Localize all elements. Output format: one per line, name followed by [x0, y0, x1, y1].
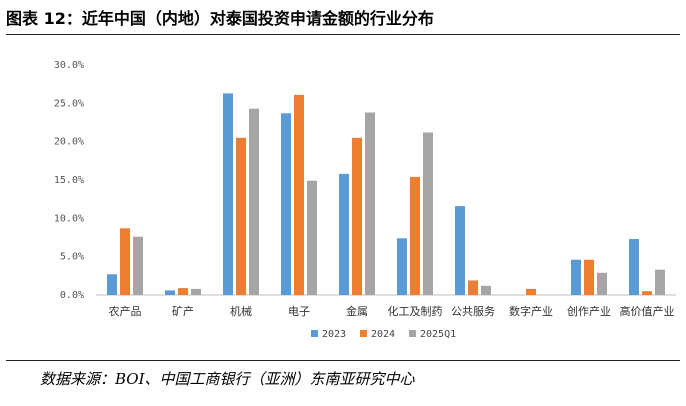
bar-2023-8 — [571, 259, 581, 295]
y-tick-label: 15.0% — [54, 175, 84, 186]
category-label: 电子 — [288, 305, 310, 318]
category-label: 创作产业 — [567, 304, 611, 318]
bar-2025Q1-8 — [597, 272, 607, 295]
category-label: 矿产 — [172, 304, 194, 318]
bar-2025Q1-4 — [365, 112, 375, 296]
bar-2025Q1-0 — [133, 236, 143, 295]
legend: 2023 2024 2025Q1 — [311, 329, 456, 340]
bar-2024-2 — [236, 137, 246, 295]
bar-2023-1 — [165, 290, 175, 295]
source-note: 数据来源：BOI、中国工商银行（亚洲）东南亚研究中心 — [40, 370, 415, 388]
category-label: 金属 — [346, 304, 368, 318]
bar-2025Q1-1 — [191, 288, 201, 295]
bar-2024-1 — [178, 288, 188, 295]
source-divider — [6, 360, 680, 361]
bar-2023-9 — [629, 239, 639, 295]
legend-swatch-2024 — [360, 330, 367, 337]
bar-2025Q1-5 — [423, 132, 433, 295]
category-label: 公共服务 — [451, 305, 495, 318]
bar-chart: 0.0% 5.0% 10.0% 15.0% 20.0% 25.0% 30.0% 农产品 矿产 机… — [6, 40, 680, 360]
y-tick-label: 10.0% — [54, 213, 84, 224]
bar-2024-8 — [584, 259, 594, 295]
bar-2025Q1-9 — [655, 269, 665, 295]
y-tick-label: 30.0% — [54, 60, 84, 71]
bar-2025Q1-3 — [307, 180, 317, 295]
bar-2023-4 — [339, 173, 349, 295]
legend-swatch-2023 — [311, 330, 318, 337]
chart-svg: 0.0% 5.0% 10.0% 15.0% 20.0% 25.0% 30.0% 农产品 矿产 机… — [54, 60, 676, 340]
y-tick-label: 5.0% — [60, 252, 84, 263]
legend-label-2025Q1: 2025Q1 — [420, 329, 456, 340]
bar-2023-3 — [281, 113, 291, 295]
legend-swatch-2025Q1 — [409, 330, 416, 337]
bar-2024-4 — [352, 137, 362, 295]
bar-2023-5 — [397, 238, 407, 295]
bar-2024-9 — [642, 291, 652, 295]
category-label: 机械 — [230, 304, 252, 318]
bar-2023-0 — [107, 274, 117, 295]
y-tick-label: 20.0% — [54, 137, 84, 148]
bar-2024-3 — [294, 94, 304, 296]
bar-2025Q1-6 — [481, 285, 491, 295]
y-tick-label: 25.0% — [54, 98, 84, 109]
figure-title: 图表 12：近年中国（内地）对泰国投资申请金额的行业分布 — [6, 6, 680, 35]
legend-label-2023: 2023 — [322, 329, 346, 340]
category-label: 高价值产业 — [620, 304, 675, 318]
legend-label-2024: 2024 — [371, 329, 395, 340]
y-tick-label: 0.0% — [60, 290, 84, 301]
bar-2024-5 — [410, 176, 420, 295]
bar-2024-7 — [526, 288, 536, 295]
bar-2024-6 — [468, 280, 478, 295]
category-label: 数字产业 — [509, 304, 553, 318]
category-label: 化工及制药 — [388, 304, 443, 318]
y-axis-ticks: 0.0% 5.0% 10.0% 15.0% 20.0% 25.0% 30.0% — [54, 60, 84, 301]
bar-2025Q1-2 — [249, 108, 259, 295]
bar-2023-6 — [455, 206, 465, 295]
bar-2024-0 — [120, 228, 130, 295]
bars-group — [107, 93, 665, 296]
bar-2023-2 — [223, 93, 233, 295]
category-label: 农产品 — [109, 304, 142, 318]
category-labels: 农产品 矿产 机械 电子 金属 化工及制药 公共服务 数字产业 创作产业 高价值产业 — [109, 304, 675, 318]
